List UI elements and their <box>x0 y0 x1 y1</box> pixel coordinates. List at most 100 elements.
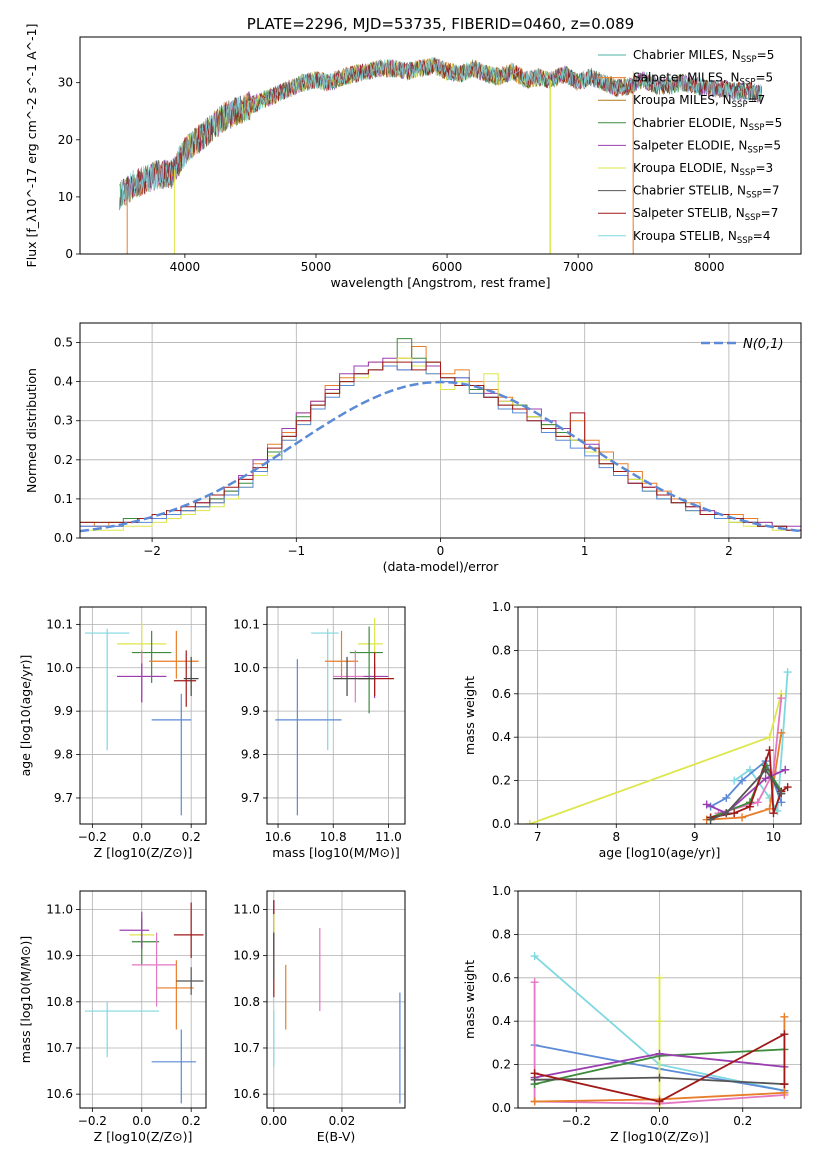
x-tick-label: 1 <box>581 544 589 558</box>
y-tick-label: 0.2 <box>492 1058 511 1072</box>
weight-marker-4-1 <box>738 813 747 822</box>
weight-marker-3-3 <box>777 694 786 703</box>
chart-title: PLATE=2296, MJD=53735, FIBERID=0460, z=0… <box>247 15 634 33</box>
weight-marker-4-2 <box>765 804 774 813</box>
y-axis-label: mass [log10(M/M⊙)] <box>18 936 33 1064</box>
weight-series-8 <box>534 1032 786 1103</box>
weight-series-6 <box>706 768 786 815</box>
errorbars <box>84 622 199 816</box>
weight-marker-7-3 <box>780 1012 789 1021</box>
weight-marker-2-4 <box>777 798 786 807</box>
y-tick-label: 0.6 <box>492 971 511 985</box>
y-tick-label: 10.8 <box>46 995 73 1009</box>
weight-marker-3-1 <box>655 1017 664 1026</box>
axes-frame <box>517 890 802 1109</box>
weight-marker-7-0 <box>530 1097 539 1106</box>
weight-marker-1-1 <box>745 765 754 774</box>
weight-marker-2-0 <box>530 978 539 987</box>
y-tick-label: 10.1 <box>233 617 260 631</box>
axes-frame <box>79 890 207 1109</box>
y-tick-label: 10.6 <box>233 1087 260 1101</box>
spectrum-lines <box>119 56 762 254</box>
y-tick-label: 0 <box>65 247 73 261</box>
weight-marker-8-1 <box>655 1097 664 1106</box>
y-tick-label: 9.9 <box>241 704 260 718</box>
y-tick-label: 10.9 <box>233 949 260 963</box>
spectrum-series-5 <box>179 57 550 254</box>
x-tick-label: 7 <box>534 830 542 844</box>
x-tick-label: 7000 <box>563 260 594 274</box>
y-tick-label: 1.0 <box>492 600 511 614</box>
x-axis-label: Z [log10(Z/Z⊙)] <box>610 1129 709 1144</box>
y-tick-label: 9.8 <box>54 748 73 762</box>
y-tick-label: 10.6 <box>46 1087 73 1101</box>
legend-entry-4: Salpeter ELODIE, NSSP=5 <box>633 138 781 155</box>
spectrum-series-8 <box>121 56 762 207</box>
weight-marker-2-1 <box>722 793 731 802</box>
weight-series-8 <box>710 768 783 821</box>
y-tick-label: 0.2 <box>54 453 73 467</box>
x-tick-label: 0.2 <box>182 830 201 844</box>
x-tick-label: 8 <box>612 830 620 844</box>
y-tick-label: 10.7 <box>233 1041 260 1055</box>
legend-entry-7: Salpeter STELIB, NSSP=7 <box>633 206 778 223</box>
y-tick-label: 11.0 <box>233 902 260 916</box>
y-tick-label: 10 <box>58 190 73 204</box>
weight-series-4 <box>706 732 783 821</box>
x-axis-label: Z [log10(Z/Z⊙)] <box>94 845 193 860</box>
axes-frame <box>79 606 207 825</box>
y-tick-label: 9.9 <box>54 704 73 718</box>
x-tick-label: 0.00 <box>260 1114 287 1128</box>
axes-frame <box>517 606 802 825</box>
gaussian-reference <box>80 380 801 533</box>
weight-marker-0-1 <box>765 733 774 742</box>
x-tick-label: −2 <box>143 544 161 558</box>
legend-entry-gaussian: N(0,1) <box>743 337 784 352</box>
weight-marker-8-3 <box>777 789 786 798</box>
weight-marker-7-6 <box>783 783 792 792</box>
y-tick-label: 0.8 <box>492 927 511 941</box>
histograms <box>80 338 801 538</box>
x-axis-label: age [log10(age/yr)] <box>599 845 721 860</box>
legend-entry-6: Chabrier STELIB, NSSP=7 <box>633 184 780 201</box>
weight-marker-6-1 <box>655 1073 664 1082</box>
weight-marker-8-3 <box>780 1080 789 1089</box>
y-tick-label: 10.9 <box>46 949 73 963</box>
y-tick-label: 0.6 <box>492 687 511 701</box>
x-tick-label: 8000 <box>694 260 725 274</box>
y-tick-label: 0.0 <box>492 1101 511 1115</box>
x-tick-label: 0.0 <box>132 830 151 844</box>
weight-marker-0-0 <box>525 820 534 824</box>
weight-marker-8-1 <box>722 809 731 818</box>
y-tick-label: 0.4 <box>492 730 511 744</box>
x-axis-label: Z [log10(Z/Z⊙)] <box>94 1129 193 1144</box>
x-tick-label: 0.02 <box>329 1114 356 1128</box>
legend-entry-3: Chabrier ELODIE, NSSP=5 <box>633 116 782 133</box>
y-tick-label: 0.4 <box>54 375 73 389</box>
weight-marker-7-2 <box>780 1088 789 1097</box>
legend-entry-8: Kroupa STELIB, NSSP=4 <box>633 229 771 246</box>
y-tick-label: 0.4 <box>492 1014 511 1028</box>
y-tick-label: 9.7 <box>241 791 260 805</box>
weight-marker-4-3 <box>777 728 786 737</box>
y-tick-label: 20 <box>58 133 73 147</box>
y-axis-label: Flux [f_λ10^-17 erg cm^-2 s^-1 A^-1] <box>24 24 39 268</box>
x-tick-label: 4000 <box>170 260 201 274</box>
x-tick-label: 0 <box>437 544 445 558</box>
errorbars <box>84 902 204 1104</box>
x-tick-label: 9 <box>691 830 699 844</box>
weight-marker-1-0 <box>730 776 739 785</box>
y-tick-label: 11.0 <box>46 902 73 916</box>
x-tick-label: −1 <box>287 544 305 558</box>
x-axis-label: E(B-V) <box>317 1129 356 1144</box>
weight-marker-8-2 <box>780 1030 789 1039</box>
x-axis-label: (data-model)/error <box>383 559 500 574</box>
y-tick-label: 10.1 <box>46 617 73 631</box>
axes-frame <box>79 322 802 539</box>
x-tick-label: 0.2 <box>733 1114 752 1128</box>
weight-marker-7-3 <box>765 746 774 755</box>
y-axis-label: age [log10(age/yr)] <box>18 655 33 777</box>
y-axis-label: mass weight <box>462 960 477 1039</box>
weight-series-2 <box>533 982 785 1105</box>
weight-marker-7-1 <box>730 809 739 818</box>
